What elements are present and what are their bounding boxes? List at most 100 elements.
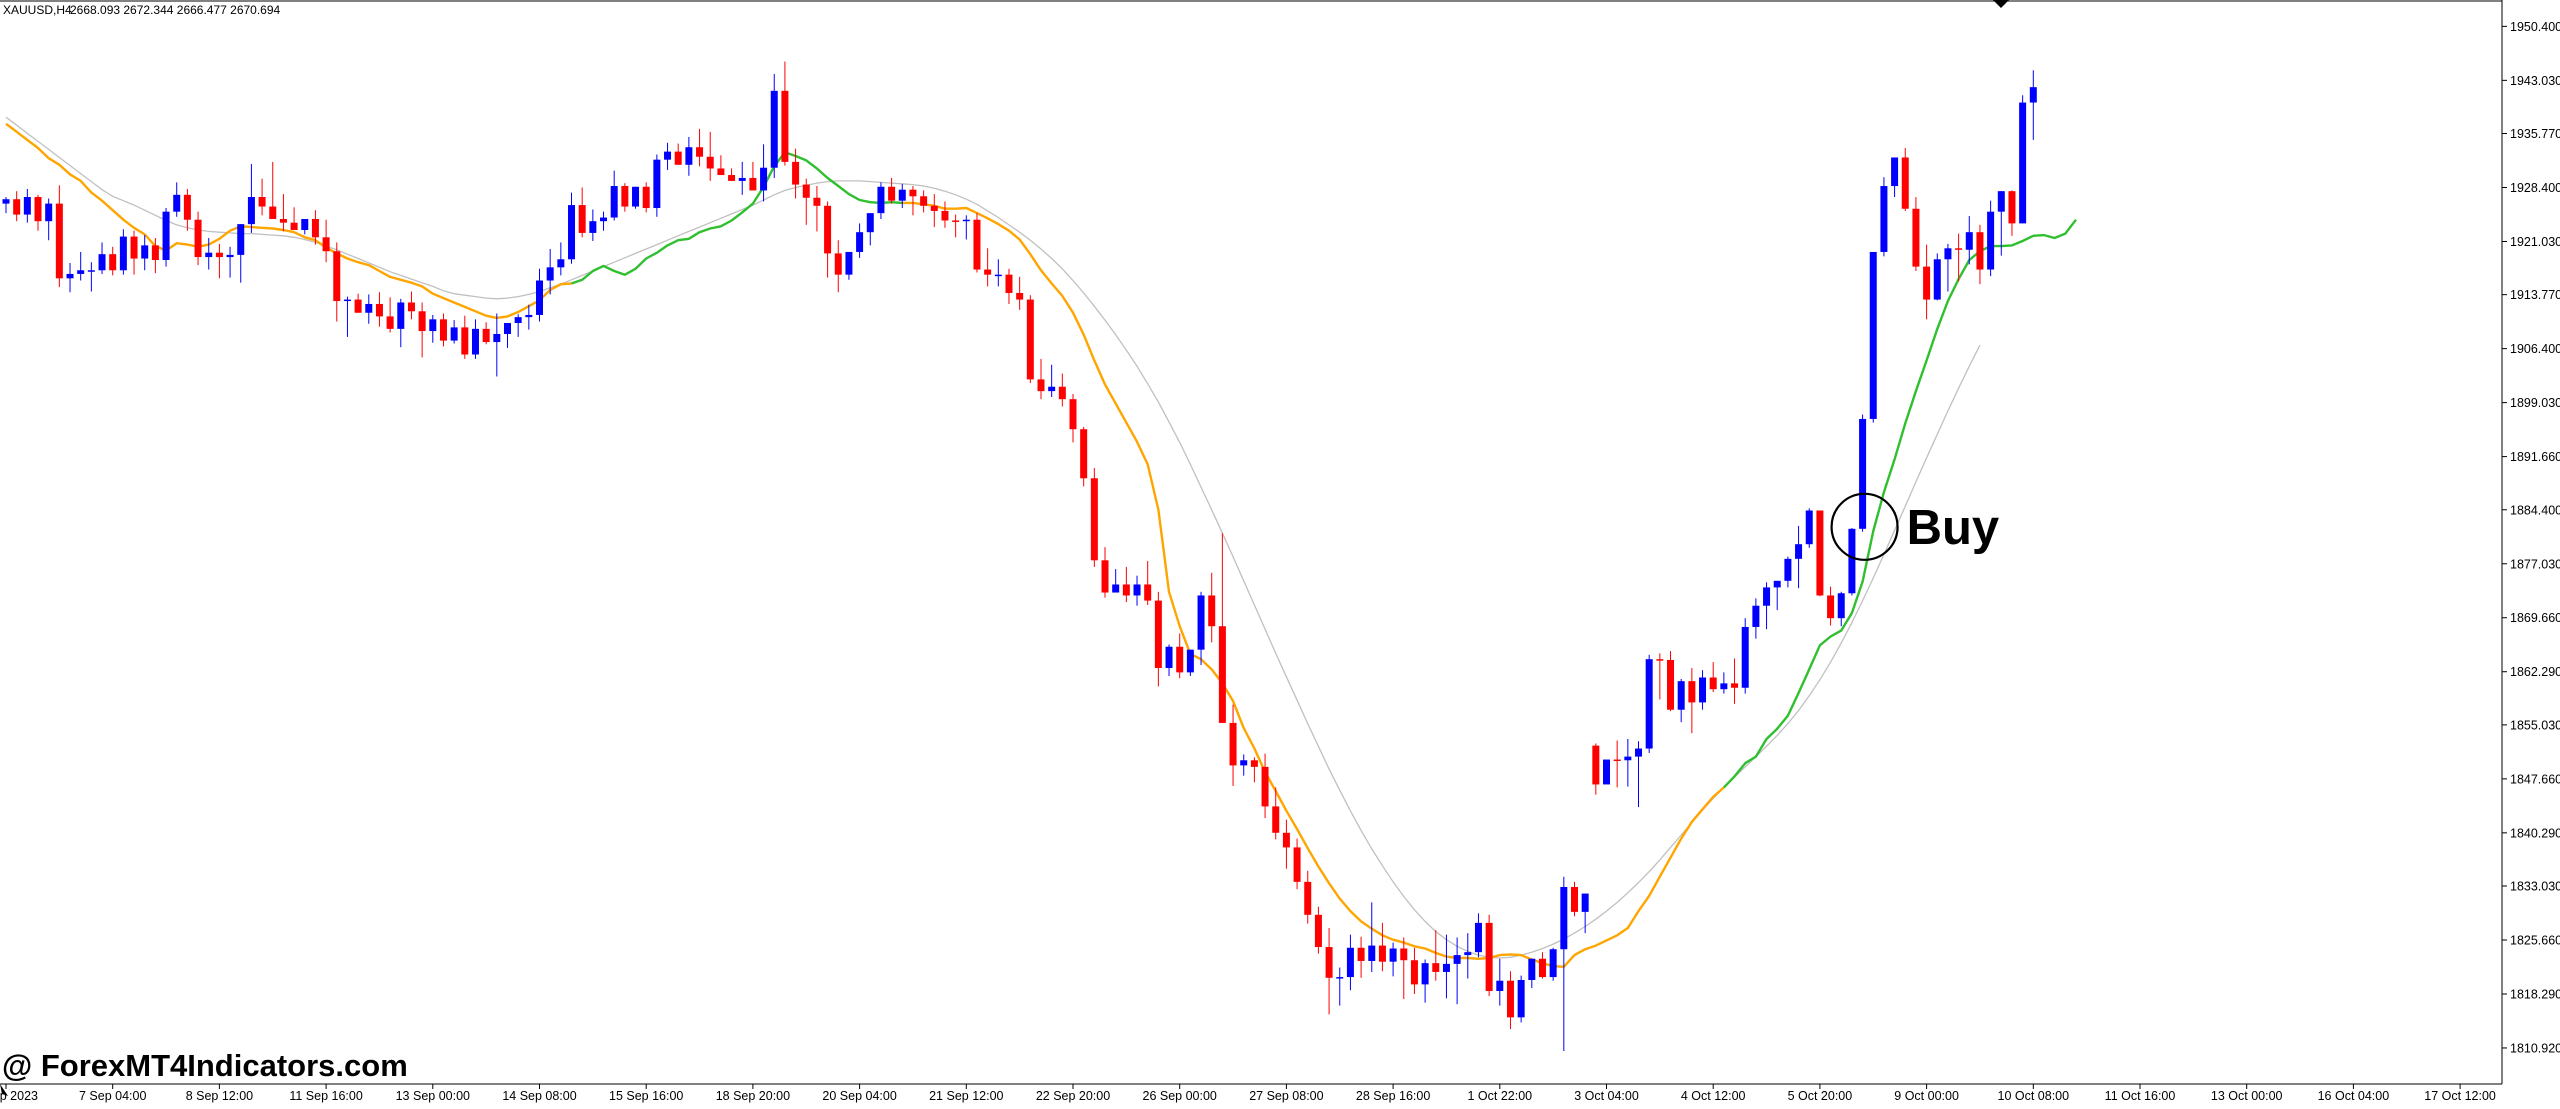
price-tick-label: 1847.660 [2510,772,2560,786]
time-tick-label: 8 Sep 12:00 [186,1089,253,1103]
bearish-candle [375,303,383,317]
chart-shift-marker-icon[interactable] [1993,0,2009,8]
bearish-candle [1357,947,1365,961]
bearish-candle [802,184,810,198]
bearish-candle [1208,595,1216,627]
bearish-candle [386,316,394,329]
bullish-candle [856,232,864,252]
bullish-candle [632,186,640,207]
bullish-candle [2,199,10,204]
bearish-candle [1688,681,1696,703]
bearish-candle [1144,584,1152,601]
bearish-candle [984,269,992,275]
bearish-candle [888,186,896,201]
bullish-candle [1965,232,1973,250]
bearish-candle [1901,157,1909,209]
bearish-candle [1122,584,1130,596]
bullish-candle [301,218,309,230]
buy-signal-label: Buy [1907,501,2000,555]
bearish-candle [1538,958,1546,978]
bearish-candle [1314,914,1322,948]
time-tick-label: 18 Sep 20:00 [716,1089,790,1103]
bearish-candle [1304,881,1312,915]
bullish-candle [2029,87,2037,103]
time-tick-label: 26 Sep 00:00 [1143,1089,1217,1103]
bullish-candle [1528,958,1536,980]
bearish-candle [1731,683,1739,688]
price-tick-label: 1935.770 [2510,127,2560,141]
bearish-candle [1827,595,1835,619]
bullish-candle [1795,544,1803,559]
time-tick-label: 14 Sep 08:00 [502,1089,576,1103]
bullish-candle [1368,945,1376,961]
bearish-candle [290,222,298,230]
bearish-candle [706,156,714,169]
price-tick-label: 1899.030 [2510,396,2560,410]
bullish-candle [1859,418,1867,529]
bearish-candle [1293,847,1301,882]
bearish-candle [696,147,704,157]
bullish-candle [1464,952,1472,956]
time-tick-label: 10 Oct 08:00 [1998,1089,2070,1103]
bearish-candle [728,175,736,181]
bearish-candle [781,90,789,162]
time-tick-label: 5 Sep 2023 [0,1089,38,1103]
bearish-candle [1229,722,1237,766]
bearish-candle [482,328,490,343]
bearish-candle [279,218,287,223]
bullish-candle [1517,979,1525,1018]
bearish-candle [1080,429,1088,479]
price-tick-label: 1810.920 [2510,1041,2560,1055]
bullish-candle [450,327,458,341]
bullish-candle [1453,955,1461,964]
bullish-candle [546,267,554,281]
bullish-candle [1805,510,1813,545]
bearish-candle [1016,292,1024,300]
price-tick-label: 1840.290 [2510,826,2560,840]
bullish-candle [1741,626,1749,688]
bearish-candle [55,203,63,279]
bullish-candle [1869,251,1877,419]
bearish-candle [834,253,842,275]
bullish-candle [685,147,693,165]
bullish-candle [1133,584,1141,596]
bullish-candle [237,224,245,255]
bullish-candle [98,254,106,271]
price-axis: 1950.400 1943.030 1935.770 1928.400 1921.030… [2502,20,2560,1055]
bullish-candle [589,221,597,233]
bullish-candle [877,186,885,214]
bullish-candle [1677,681,1685,710]
bearish-candle [1955,248,1963,250]
bearish-candle [407,302,415,312]
bullish-candle [45,203,53,222]
price-tick-label: 1825.660 [2510,934,2560,948]
time-tick-label: 1 Oct 22:00 [1467,1089,1532,1103]
buy-signal-circle [1830,492,1899,561]
price-tick-label: 1906.400 [2510,342,2560,356]
price-tick-label: 1862.290 [2510,665,2560,679]
bearish-candle [151,245,159,261]
bullish-candle [493,333,501,343]
bearish-candle [1485,922,1493,991]
bearish-candle [1378,945,1386,962]
bullish-candle [1635,748,1643,757]
bearish-candle [109,254,117,271]
bearish-candle [215,252,223,258]
bearish-candle [1923,266,1931,300]
bullish-candle [1933,259,1941,300]
bullish-candle [1549,949,1557,978]
bullish-candle [23,197,31,215]
price-tick-label: 1884.400 [2510,503,2560,517]
bullish-candle [1880,186,1888,252]
bearish-candle [1026,299,1034,380]
bullish-candle [365,303,373,313]
watermark-text: @ ForexMT4Indicators.com [2,1048,408,1083]
bearish-candle [322,237,330,252]
bullish-candle [1336,977,1344,979]
bullish-candle [514,317,522,324]
bearish-candle [13,199,21,215]
bullish-candle [1603,759,1610,785]
